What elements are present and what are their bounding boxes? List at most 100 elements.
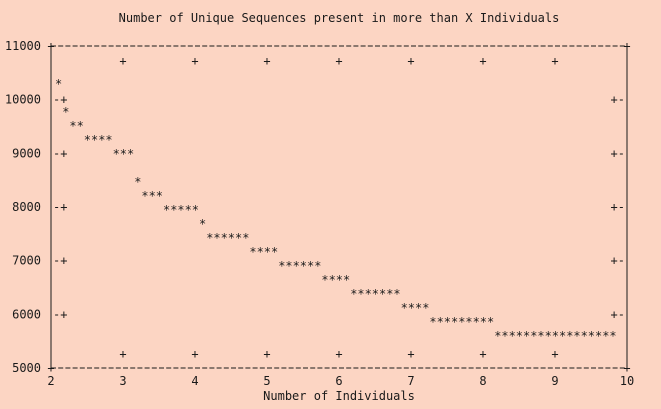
- data-point-4-5: *: [379, 287, 386, 301]
- data-point-0-1: *: [62, 105, 69, 119]
- data-point-5-0: *: [415, 301, 422, 315]
- y-tick-label-9000: 9000: [12, 146, 41, 160]
- data-point-5-2: *: [429, 315, 436, 329]
- data-point-2-7: *: [249, 245, 256, 259]
- data-point-7-2: *: [573, 329, 580, 343]
- data-point-2-3: *: [221, 231, 228, 245]
- data-point-6-2: *: [501, 329, 508, 343]
- data-point-7-1: *: [566, 329, 573, 343]
- x-tick-mark-top-8: +: [479, 54, 486, 68]
- y-tick-label-11000: 11000: [5, 39, 41, 53]
- data-point-1-3: *: [149, 189, 156, 203]
- y-tick-mark-right-9000: +-: [611, 146, 625, 160]
- data-point-5-4: *: [444, 315, 451, 329]
- data-point-6-5: *: [523, 329, 530, 343]
- chart-frame: + + + +: [47, 39, 630, 375]
- data-point-6-4: *: [516, 329, 523, 343]
- data-point-2-4: *: [228, 231, 235, 245]
- x-tick-mark-bottom-7: +: [407, 347, 414, 361]
- data-point-2-9: *: [264, 245, 271, 259]
- data-point-7-6: *: [602, 329, 609, 343]
- y-tick-mark-left-10000: -+: [53, 93, 67, 107]
- y-tick-label-5000: 5000: [12, 361, 41, 375]
- data-point-1-9: *: [192, 203, 199, 217]
- y-tick-mark-right-6000: +-: [611, 307, 625, 321]
- data-point-6-7: *: [537, 329, 544, 343]
- y-tick-label-7000: 7000: [12, 254, 41, 268]
- data-point-4-3: *: [365, 287, 372, 301]
- data-point-0-0: *: [55, 77, 62, 91]
- data-point-7-7: *: [609, 329, 616, 343]
- data-point-1-5: *: [163, 203, 170, 217]
- data-point-4-2: *: [357, 287, 364, 301]
- data-point-3-4: *: [300, 259, 307, 273]
- y-tick-mark-left-6000: -+: [53, 307, 67, 321]
- data-point-4-7: *: [393, 287, 400, 301]
- x-tick-mark-bottom-9: +: [551, 347, 558, 361]
- chart-title: Number of Unique Sequences present in mo…: [119, 11, 560, 25]
- data-point-4-4: *: [372, 287, 379, 301]
- data-series: *** ** * * ** * *** * ** * * * *** * * * * ** * * ** * * * * ** * *…: [55, 77, 617, 343]
- data-point-0-9: *: [120, 147, 127, 161]
- frame-corner-3: +: [623, 361, 630, 375]
- x-tick-mark-bottom-5: +: [263, 347, 270, 361]
- data-point-1-4: *: [156, 189, 163, 203]
- data-point-5-8: *: [473, 315, 480, 329]
- data-point-0-6: *: [98, 133, 105, 147]
- x-tick-mark-bottom-3: +: [119, 347, 126, 361]
- data-point-4-8: *: [401, 301, 408, 315]
- x-tick-label-10: 10: [620, 374, 634, 388]
- data-point-4-6: *: [386, 287, 393, 301]
- x-tick-mark-bottom-6: +: [335, 347, 342, 361]
- frame-corner-2: +: [47, 361, 54, 375]
- data-point-6-8: *: [545, 329, 552, 343]
- y-tick-mark-right-7000: +-: [611, 254, 625, 268]
- data-point-6-3: *: [509, 329, 516, 343]
- data-point-7-0: *: [559, 329, 566, 343]
- data-point-3-8: *: [329, 273, 336, 287]
- data-point-6-1: *: [494, 329, 501, 343]
- data-point-3-6: *: [314, 259, 321, 273]
- x-tick-label-2: 2: [47, 374, 54, 388]
- x-tick-label-6: 6: [335, 374, 342, 388]
- data-point-7-3: *: [581, 329, 588, 343]
- data-point-1-7: *: [177, 203, 184, 217]
- data-point-2-0: *: [199, 217, 206, 231]
- data-point-5-3: *: [437, 315, 444, 329]
- x-tick-mark-top-9: +: [551, 54, 558, 68]
- x-tick-label-8: 8: [479, 374, 486, 388]
- data-point-4-0: *: [343, 273, 350, 287]
- data-point-1-8: *: [185, 203, 192, 217]
- frame-corner-0: +: [47, 39, 54, 53]
- y-tick-label-10000: 10000: [5, 93, 41, 107]
- data-point-5-1: *: [422, 301, 429, 315]
- data-point-0-3: *: [77, 119, 84, 133]
- data-point-2-8: *: [257, 245, 264, 259]
- data-point-3-3: *: [293, 259, 300, 273]
- y-tick-label-8000: 8000: [12, 200, 41, 214]
- y-tick-mark-left-8000: -+: [53, 200, 67, 214]
- y-tick-mark-left-7000: -+: [53, 254, 67, 268]
- data-point-1-0: *: [127, 147, 134, 161]
- data-point-6-0: *: [487, 315, 494, 329]
- data-point-0-5: *: [91, 133, 98, 147]
- data-point-5-5: *: [451, 315, 458, 329]
- y-axis: 5000 6000 -+ +- 7000 -+ +- 8000 -+ +- 9000 -+ +- 1000…: [5, 39, 625, 375]
- x-tick-mark-top-4: +: [191, 54, 198, 68]
- x-tick-mark-bottom-8: +: [479, 347, 486, 361]
- data-point-2-6: *: [242, 231, 249, 245]
- data-point-6-6: *: [530, 329, 537, 343]
- data-point-2-2: *: [213, 231, 220, 245]
- data-point-2-5: *: [235, 231, 242, 245]
- data-point-1-2: *: [141, 189, 148, 203]
- data-point-0-7: *: [105, 133, 112, 147]
- x-tick-mark-top-5: +: [263, 54, 270, 68]
- data-point-4-1: *: [350, 287, 357, 301]
- x-tick-label-5: 5: [263, 374, 270, 388]
- data-point-5-6: *: [458, 315, 465, 329]
- x-axis: 2 3 + +4 + +5 + +6 + +7 + +8 + +9 + +10: [47, 54, 634, 388]
- data-point-3-7: *: [321, 273, 328, 287]
- data-point-5-9: *: [480, 315, 487, 329]
- x-tick-label-3: 3: [119, 374, 126, 388]
